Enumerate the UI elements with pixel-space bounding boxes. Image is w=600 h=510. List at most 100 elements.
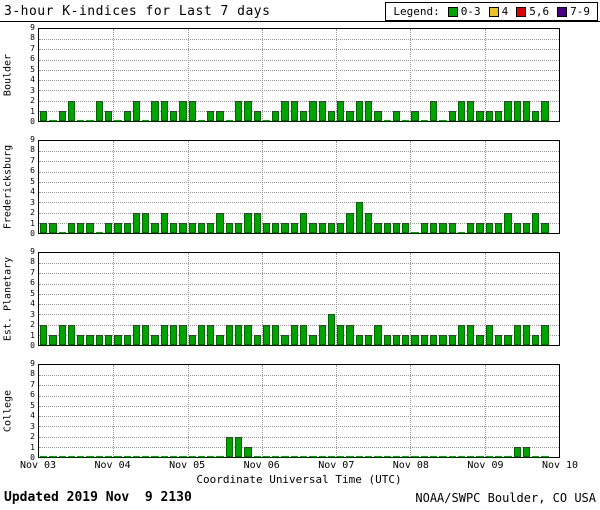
k-bar (420, 120, 428, 121)
y-tick-label: 7 (30, 267, 35, 277)
k-bar (300, 456, 308, 457)
y-tick-label: 9 (30, 247, 35, 256)
k-bar (374, 456, 382, 457)
k-bar (318, 100, 326, 121)
k-bar (392, 110, 401, 121)
k-bar (132, 212, 141, 233)
k-bar (151, 456, 159, 457)
k-bar (337, 324, 345, 345)
panel-est-planetary: Est. Planetary 0 1 2 3 4 5 6 7 8 9 (0, 248, 560, 350)
k-bar (522, 222, 531, 233)
k-bar (411, 334, 419, 345)
k-bar (457, 232, 466, 233)
y-tick-label: 2 (30, 320, 35, 330)
y-tick-label: 5 (30, 400, 35, 410)
k-bar (95, 100, 103, 121)
panel-college: College 0 1 2 3 4 5 6 7 8 9 (0, 360, 560, 462)
x-axis-tick-labels: Nov 03 Nov 04 Nov 05 Nov 06 Nov 07 Nov 08 Nov … (20, 459, 578, 472)
k-bar (522, 100, 531, 121)
k-bar (402, 120, 410, 121)
k-bar (420, 456, 428, 457)
k-bar (179, 222, 187, 233)
k-bar (207, 110, 215, 121)
k-bar (504, 212, 512, 233)
gridline-v (113, 29, 115, 121)
y-tick-label: 9 (30, 135, 35, 144)
k-bar (262, 456, 271, 457)
k-bar (392, 222, 401, 233)
gridline-h (39, 90, 559, 92)
k-bar (495, 110, 503, 121)
k-bar (513, 446, 521, 457)
gridline-v (336, 253, 338, 345)
k-bar (383, 456, 391, 457)
k-bar (467, 324, 475, 345)
k-bar (495, 222, 503, 233)
x-axis-title: Coordinate Universal Time (UTC) (196, 473, 402, 486)
k-bar (253, 456, 261, 457)
y-tick-label: 0 (30, 117, 35, 126)
gridline-h (39, 263, 559, 265)
k-bar (262, 324, 271, 345)
k-bar (532, 212, 540, 233)
k-bar (272, 456, 280, 457)
legend-item-4: 4 (488, 5, 508, 18)
k-bar (77, 334, 85, 345)
station-label: Fredericksburg (2, 144, 14, 230)
k-bar (216, 456, 224, 457)
k-bar (179, 100, 187, 121)
gridline-h (39, 426, 559, 428)
k-bar (365, 100, 373, 121)
k-bar (355, 202, 363, 233)
k-bar (541, 456, 549, 457)
gridline-h (39, 375, 559, 377)
k-bar (58, 232, 66, 233)
gridline-h (39, 283, 559, 285)
k-bar (244, 446, 252, 457)
plot-area-fredericksburg (38, 140, 560, 234)
gridline-h (39, 446, 559, 448)
k-bar (504, 456, 512, 457)
k-bar (262, 120, 271, 121)
y-tick-label: 8 (30, 145, 35, 155)
k-bar (532, 456, 540, 457)
k-bar (207, 222, 215, 233)
k-bar (86, 222, 94, 233)
k-bar (262, 222, 271, 233)
k-bar (346, 324, 354, 345)
legend-label: Legend: (393, 5, 440, 18)
k-bar (495, 334, 503, 345)
x-tick-label: Nov 06 (243, 460, 280, 471)
source-credit: NOAA/SWPC Boulder, CO USA (415, 491, 596, 505)
k-bar (318, 456, 326, 457)
k-bar (281, 222, 289, 233)
k-bar (244, 100, 252, 121)
k-bar (142, 120, 150, 121)
gridline-v (113, 253, 115, 345)
k-bar (355, 334, 363, 345)
k-bar (513, 100, 521, 121)
y-tick-label: 7 (30, 43, 35, 53)
k-bar (355, 100, 363, 121)
y-tick-label: 0 (30, 341, 35, 350)
y-tick-label: 2 (30, 96, 35, 106)
k-bar (95, 232, 103, 233)
k-bar (253, 334, 261, 345)
k-bar (337, 456, 345, 457)
legend-item-0-3: 0-3 (447, 5, 481, 18)
station-axis-est-planetary: Est. Planetary (0, 252, 16, 346)
k-bar (160, 212, 168, 233)
k-bar (225, 120, 233, 121)
y-tick-label: 6 (30, 278, 35, 288)
k-bar (151, 222, 159, 233)
k-bar (346, 110, 354, 121)
k-bar (300, 324, 308, 345)
k-bar (476, 222, 484, 233)
k-bar (132, 100, 141, 121)
k-bar (225, 324, 233, 345)
gridline-h (39, 110, 559, 112)
updated-timestamp: Updated 2019 Nov 9 2130 (4, 490, 192, 505)
y-tick-label: 6 (30, 390, 35, 400)
